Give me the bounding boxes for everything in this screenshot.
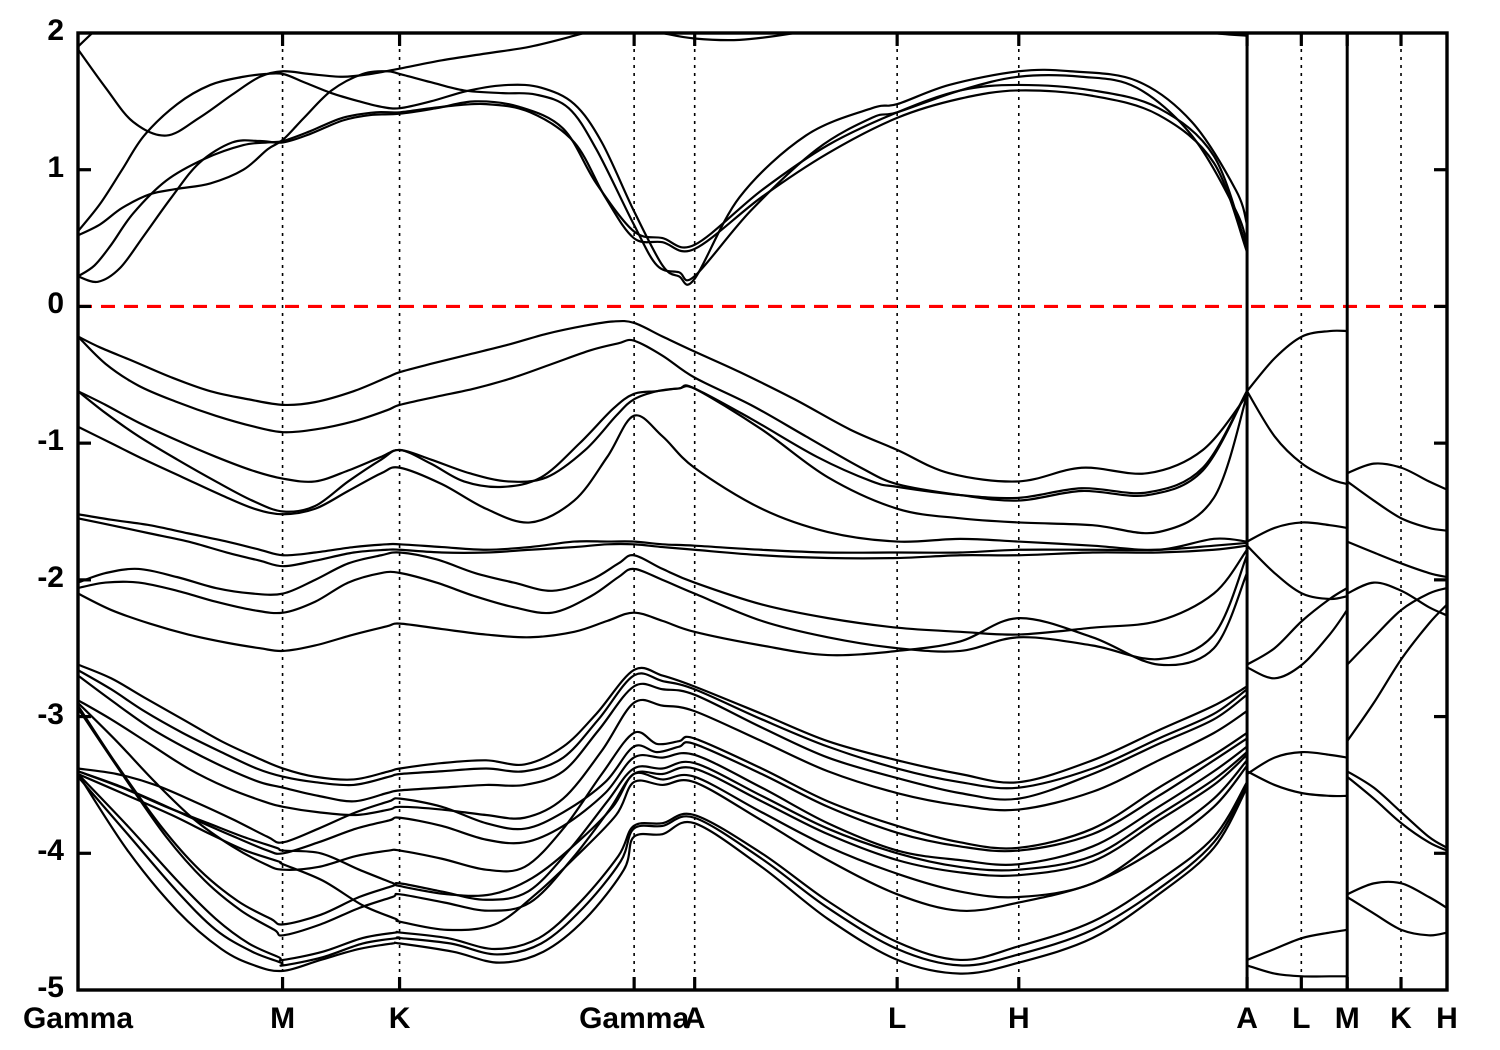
band-curve-48 <box>1346 775 1447 852</box>
y-tick-label--5: -5 <box>37 971 64 1004</box>
band-curves <box>78 33 1447 978</box>
y-tick-label-0: 0 <box>47 287 64 321</box>
x-tick-label-10-k: K <box>1390 1002 1412 1035</box>
x-tick-label-3-gamma: Gamma <box>579 1002 690 1035</box>
x-tick-label-7-a: A <box>1236 1002 1258 1035</box>
band-curve-21 <box>78 701 1249 873</box>
band-curve-6 <box>78 89 1249 278</box>
band-curve-46 <box>1346 603 1447 743</box>
band-curve-15 <box>78 554 1249 661</box>
band-curve-45 <box>1346 586 1447 666</box>
band-curve-26 <box>78 759 1249 899</box>
band-curve-43 <box>1346 540 1447 579</box>
x-tick-label-8-l: L <box>1292 1002 1311 1035</box>
band-curve-33 <box>1245 521 1349 543</box>
x-tick-label-1-m: M <box>270 1002 296 1035</box>
band-curve-38 <box>1245 750 1349 776</box>
band-curve-49 <box>1346 880 1447 910</box>
x-tick-label-2-k: K <box>388 1002 411 1035</box>
y-tick-label--4: -4 <box>37 834 64 868</box>
band-curve-28 <box>78 772 1249 962</box>
band-curve-3 <box>78 68 1249 286</box>
band-curve-5 <box>78 83 1249 284</box>
band-curve-37 <box>1245 770 1349 798</box>
band-curve-18 <box>78 668 1249 790</box>
axes-frame <box>76 31 1449 992</box>
band-curve-9 <box>78 385 1249 500</box>
band-curve-47 <box>1346 770 1447 849</box>
x-tick-label-9-m: M <box>1334 1002 1360 1035</box>
axis-ticks <box>78 33 1447 990</box>
band-curve-17 <box>78 663 1249 784</box>
x-tick-label-0-gamma: Gamma <box>22 1002 134 1035</box>
band-curve-14 <box>78 548 1249 636</box>
band-curve-2 <box>78 33 1249 137</box>
band-curve-41 <box>1346 462 1447 491</box>
y-tick-label-2: 2 <box>47 14 64 47</box>
band-curve-42 <box>1346 480 1447 532</box>
band-curve-40 <box>1245 964 1349 978</box>
x-tick-label-11-h: H <box>1436 1002 1458 1035</box>
x-tick-label-6-h: H <box>1007 1002 1030 1035</box>
band-curve-4 <box>78 70 1249 282</box>
x-tick-label-4-a: A <box>683 1002 706 1035</box>
band-curve-20 <box>78 698 1249 820</box>
band-curve-13 <box>78 517 1249 568</box>
panel-break-lines <box>1245 33 1349 990</box>
band-curve-10 <box>78 384 1249 535</box>
band-curve-27 <box>78 764 1249 932</box>
band-curve-12 <box>78 513 1249 557</box>
band-curve-36 <box>1245 608 1349 680</box>
band-curve-32 <box>1245 329 1349 393</box>
y-tick-label--3: -3 <box>37 697 64 731</box>
band-curve-16 <box>78 571 1249 667</box>
band-curve-29 <box>78 775 1249 967</box>
band-curve-39 <box>1245 928 1349 962</box>
x-tick-label-5-l: L <box>887 1002 907 1035</box>
band-curve-50 <box>1346 895 1447 937</box>
band-curve-19 <box>78 674 1249 803</box>
band-curve-35 <box>1245 586 1349 666</box>
band-curve-31 <box>1245 390 1349 486</box>
band-curve-23 <box>78 745 1249 866</box>
band-curve-11 <box>78 414 1249 552</box>
y-tick-label--1: -1 <box>37 424 64 458</box>
band-curve-24 <box>78 704 1249 926</box>
y-tick-label-1: 1 <box>47 150 64 184</box>
band-curve-44 <box>1346 581 1447 617</box>
band-curve-34 <box>1245 544 1349 601</box>
band-curve-7 <box>78 319 1249 483</box>
band-curve-22 <box>78 737 1249 853</box>
band-curve-8 <box>78 335 1249 502</box>
plot-frame <box>76 31 1449 992</box>
y-tick-label--2: -2 <box>37 560 64 594</box>
band-curve-30 <box>78 772 1249 975</box>
